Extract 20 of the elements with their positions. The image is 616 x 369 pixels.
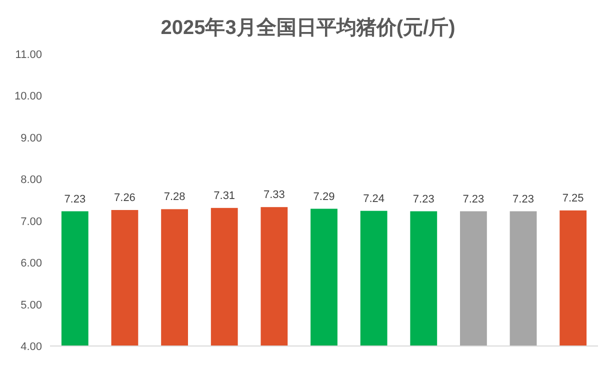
y-tick-label: 10.00 bbox=[14, 90, 42, 103]
y-tick-label: 9.00 bbox=[20, 132, 42, 144]
y-tick-label: 11.00 bbox=[15, 49, 42, 61]
data-label: 7.31 bbox=[214, 190, 236, 202]
data-label: 7.23 bbox=[512, 193, 534, 206]
data-label: 7.29 bbox=[313, 190, 335, 203]
data-label: 7.23 bbox=[64, 193, 86, 206]
data-label: 7.28 bbox=[164, 191, 186, 204]
y-tick-label: 6.00 bbox=[20, 258, 42, 270]
data-label: 7.23 bbox=[462, 193, 484, 206]
data-label: 7.23 bbox=[412, 193, 434, 206]
y-tick-label: 7.00 bbox=[20, 216, 42, 228]
y-tick-label: 4.00 bbox=[20, 341, 42, 353]
y-tick-label: 8.00 bbox=[20, 174, 42, 186]
data-label: 7.33 bbox=[263, 189, 285, 202]
data-label: 7.24 bbox=[363, 192, 385, 205]
chart-title: 2025年3月全国日平均猪价(元/斤) bbox=[160, 16, 456, 39]
y-tick-label: 5.00 bbox=[20, 299, 42, 312]
data-label: 7.26 bbox=[114, 192, 136, 204]
data-label: 7.25 bbox=[562, 192, 584, 204]
